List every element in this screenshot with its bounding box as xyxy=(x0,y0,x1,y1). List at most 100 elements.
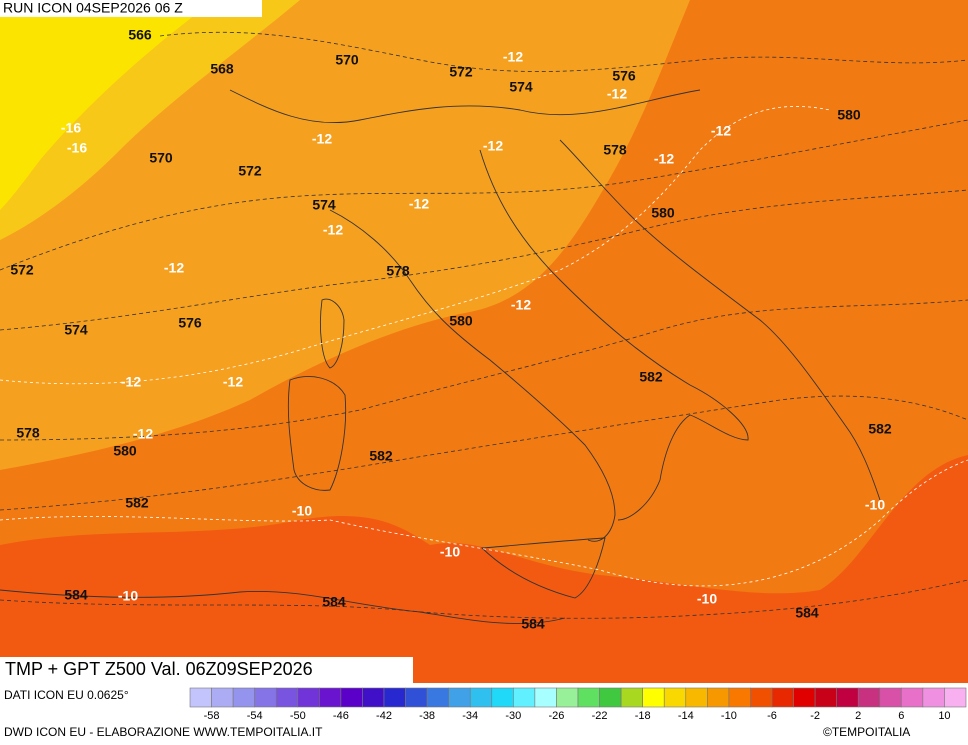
contour-label: 582 xyxy=(868,421,892,437)
contour-labels: 566568570572574576-12-12580-12-16-165705… xyxy=(10,27,892,632)
colorbar-box xyxy=(491,687,514,708)
contour-label: 574 xyxy=(312,197,336,213)
brand: ©TEMPOITALIA xyxy=(823,725,910,739)
height-contours xyxy=(0,31,968,619)
colorbar-box xyxy=(513,687,536,708)
contour-label: -10 xyxy=(697,591,717,607)
contour-label: -12 xyxy=(133,426,153,442)
colorbar-tick-label: -58 xyxy=(204,710,220,722)
colorbar-box xyxy=(663,687,687,708)
colorbar-box xyxy=(857,687,881,708)
contour-label: -16 xyxy=(67,140,87,156)
contour-label: 580 xyxy=(651,205,675,221)
field-warm xyxy=(0,455,968,683)
contour-label: -12 xyxy=(323,222,343,238)
colorbar-tick-label: -2 xyxy=(810,710,820,722)
colorbar-tick-label: -34 xyxy=(462,710,478,722)
colorbar-box xyxy=(254,687,277,708)
contour-label: 570 xyxy=(335,52,359,68)
colorbar-tick-label: 10 xyxy=(938,710,950,722)
colorbar-box xyxy=(534,687,557,708)
credit: DWD ICON EU - ELABORAZIONE WWW.TEMPOITAL… xyxy=(4,725,323,739)
contour-label: 582 xyxy=(639,369,663,385)
contour-label: 584 xyxy=(322,594,346,610)
colorbar-box xyxy=(642,687,665,708)
colorbar-box xyxy=(189,687,212,708)
colorbar-box xyxy=(448,687,471,708)
footer-title: TMP + GPT Z500 Val. 06Z09SEP2026 xyxy=(5,659,313,679)
colorbar-box xyxy=(750,687,773,708)
colorbar-box xyxy=(297,687,320,708)
colorbar-box xyxy=(405,687,428,708)
colorbar-tick-label: -38 xyxy=(419,710,435,722)
footer-title-box xyxy=(0,657,413,683)
contour-label: 578 xyxy=(603,142,627,158)
colorbar-box xyxy=(469,687,493,708)
contour-label: -12 xyxy=(607,86,627,102)
colorbar-tick-label: -14 xyxy=(678,710,694,722)
coastlines xyxy=(0,89,881,624)
contour-label: -12 xyxy=(312,131,332,147)
contour-label: 580 xyxy=(449,313,473,329)
colorbar-tick-label: -46 xyxy=(333,710,349,722)
colorbar-tick-label: -26 xyxy=(548,710,564,722)
colorbar-tick-label: -18 xyxy=(635,710,651,722)
colorbar-box xyxy=(577,687,600,708)
temperature-contours xyxy=(0,105,968,587)
contour-label: 578 xyxy=(16,425,40,441)
map: 566568570572574576-12-12580-12-16-165705… xyxy=(0,0,968,683)
contour-label: -12 xyxy=(223,374,243,390)
contour-label: 574 xyxy=(64,322,88,338)
contour-label: 584 xyxy=(795,605,819,621)
contour-label: 578 xyxy=(386,263,410,279)
colorbar-tick-label: -54 xyxy=(247,710,263,722)
contour-label: -16 xyxy=(61,120,81,136)
contour-label: -10 xyxy=(440,544,460,560)
contour-label: 576 xyxy=(612,68,636,84)
header-title: RUN ICON 04SEP2026 06 Z xyxy=(3,0,183,16)
source: DATI ICON EU 0.0625° xyxy=(4,688,129,702)
colorbar-box xyxy=(383,687,406,708)
colorbar-box xyxy=(362,687,385,708)
contour-label: -10 xyxy=(865,497,885,513)
contour-label: -10 xyxy=(118,588,138,604)
contour-label: -12 xyxy=(511,297,531,313)
contour-label: 568 xyxy=(210,61,234,77)
colorbar-box xyxy=(319,687,342,708)
colorbar-box xyxy=(685,687,708,708)
contour-label: 572 xyxy=(10,262,34,278)
colorbar-tick-label: -22 xyxy=(592,710,608,722)
colorbar-box xyxy=(901,687,924,708)
contour-label: 572 xyxy=(449,64,473,80)
contour-label: -12 xyxy=(121,374,141,390)
colorbar-box xyxy=(211,687,234,708)
colorbar-tick-label: 6 xyxy=(898,710,904,722)
contour-label: 572 xyxy=(238,163,262,179)
colorbar-tick-label: -42 xyxy=(376,710,392,722)
colorbar-box xyxy=(707,687,730,708)
colorbar-tick-label: 2 xyxy=(855,710,861,722)
colorbar: -58 -54 -50 -46 -42 -38 -34 -30 -26 -22 -18 -14 -10-… xyxy=(189,687,967,722)
colorbar-box xyxy=(836,687,859,708)
contour-label: 582 xyxy=(125,495,149,511)
colorbar-box xyxy=(599,687,622,708)
colorbar-box xyxy=(275,687,299,708)
contour-label: 582 xyxy=(369,448,393,464)
contour-label: -12 xyxy=(654,151,674,167)
header-box xyxy=(0,0,262,17)
contour-label: 584 xyxy=(521,616,545,632)
contour-label: -10 xyxy=(292,503,312,519)
field-light xyxy=(0,0,690,470)
colorbar-tick-label: -30 xyxy=(505,710,521,722)
colorbar-box xyxy=(620,687,643,708)
colorbar-box xyxy=(879,687,902,708)
contour-label: -12 xyxy=(409,196,429,212)
contour-label: -12 xyxy=(483,138,503,154)
colorbar-box xyxy=(232,687,255,708)
colorbar-box xyxy=(426,687,449,708)
contour-label: 580 xyxy=(113,443,137,459)
contour-label: 566 xyxy=(128,27,152,43)
contour-label: 576 xyxy=(178,315,202,331)
colorbar-tick-label: -10 xyxy=(721,710,737,722)
